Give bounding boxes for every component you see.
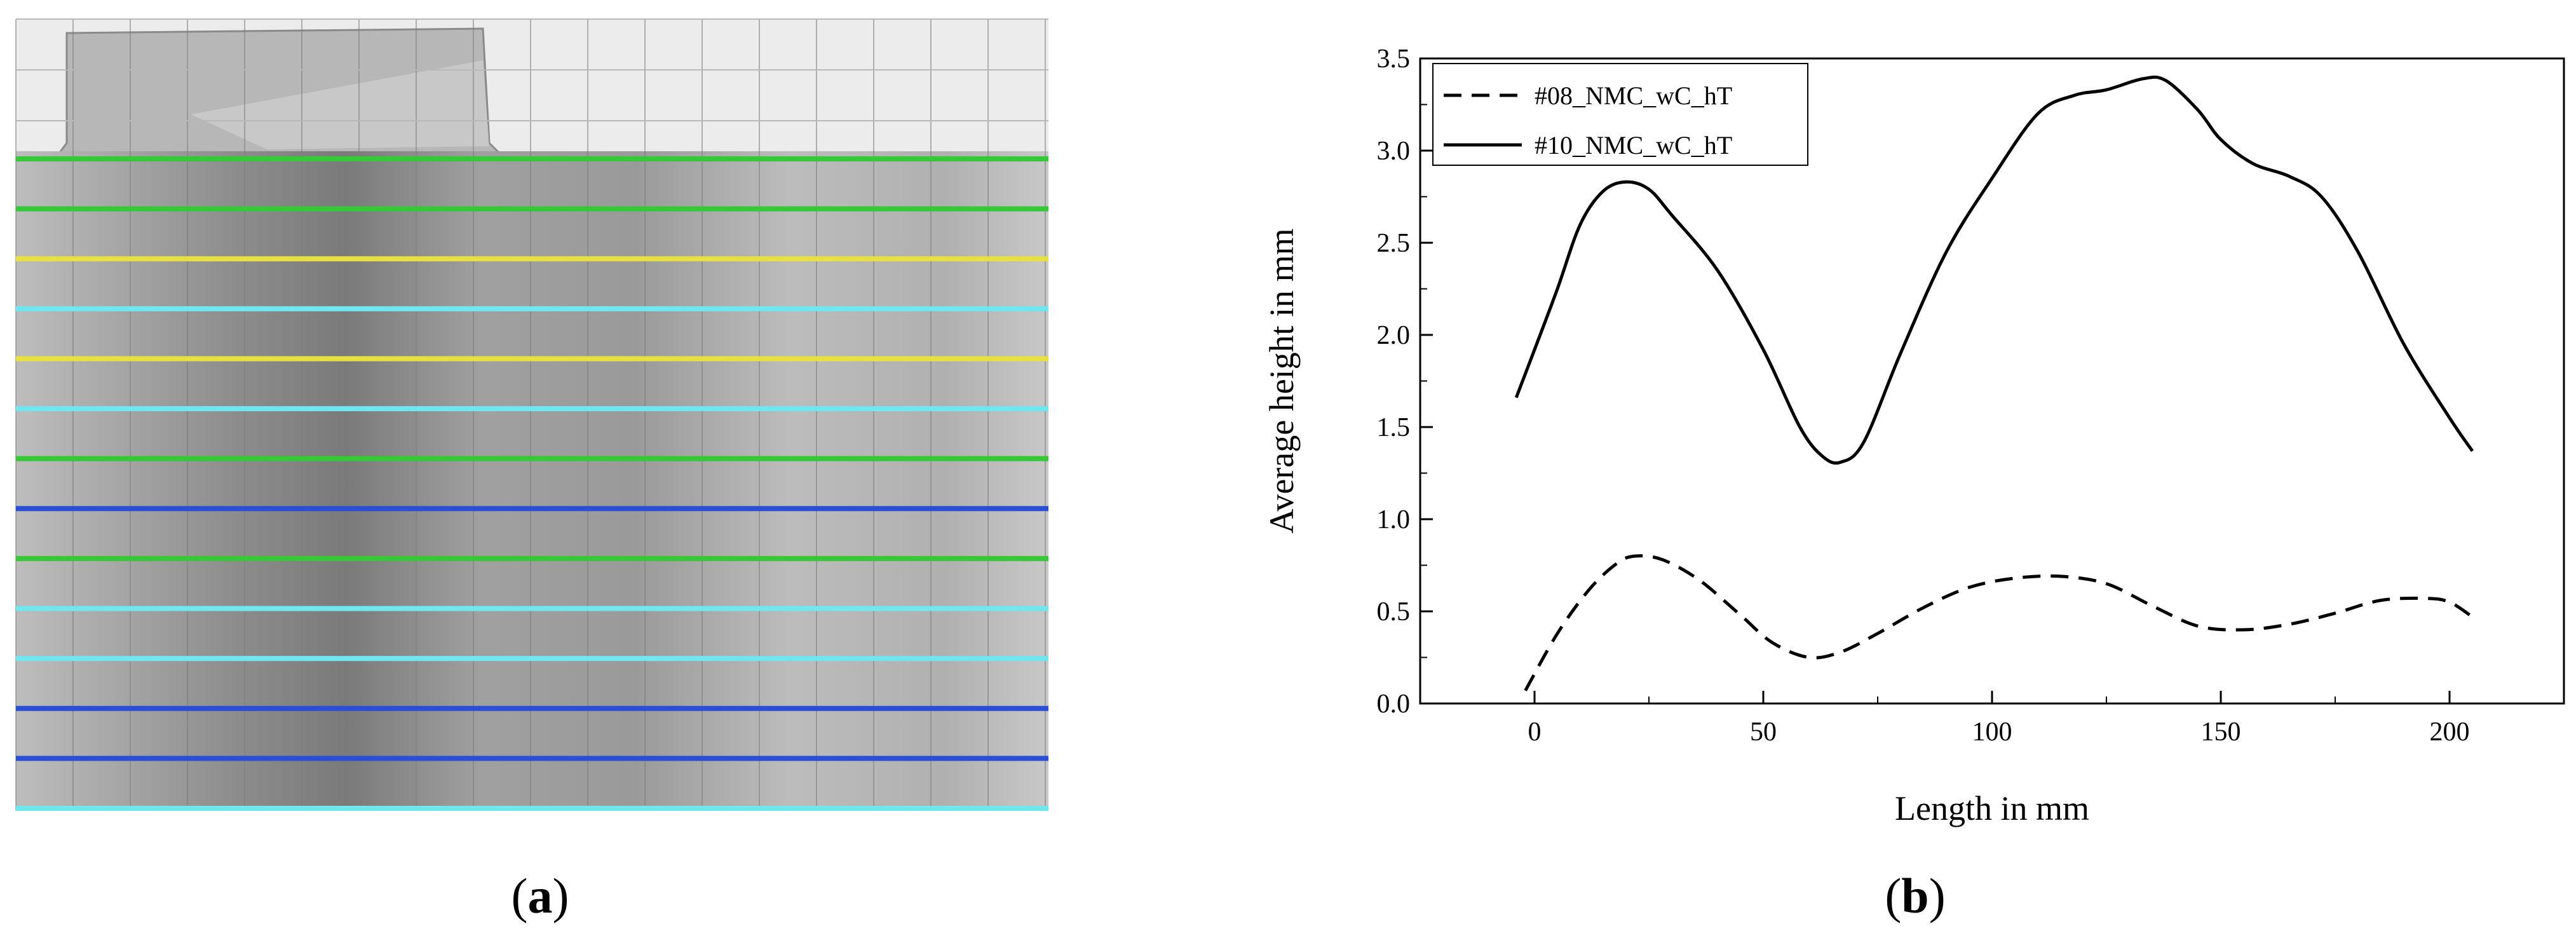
line-chart: 0.0 0.5 1.0 1.5 2.0 2.5 3.0 3.5 0 50 100 150 200 #08… bbox=[1263, 44, 2565, 827]
scan-line bbox=[16, 606, 1048, 611]
scan-line bbox=[16, 156, 1048, 161]
cell-body bbox=[16, 151, 1048, 811]
scan-line bbox=[16, 555, 1048, 561]
scan-image bbox=[15, 18, 1048, 811]
legend-label: #08_NMC_wC_hT bbox=[1535, 81, 1732, 110]
series-line-#08_NMC_wC_hT bbox=[1524, 554, 2474, 691]
y-tick-label: 0.0 bbox=[1377, 690, 1411, 719]
legend-box bbox=[1432, 63, 1808, 166]
x-tick-label: 200 bbox=[2430, 717, 2470, 747]
scan-line bbox=[16, 806, 1048, 811]
scan-line bbox=[16, 306, 1048, 311]
y-tick-label: 1.0 bbox=[1377, 505, 1411, 534]
scan-line bbox=[16, 506, 1048, 512]
y-tick-label: 2.5 bbox=[1377, 229, 1411, 258]
y-tick-label: 1.5 bbox=[1377, 413, 1411, 442]
scan-line bbox=[16, 656, 1048, 662]
scan-line bbox=[16, 705, 1048, 711]
y-tick-label: 3.5 bbox=[1377, 44, 1411, 74]
tab-fold bbox=[191, 60, 489, 149]
legend-label: #10_NMC_wC_hT bbox=[1535, 131, 1732, 160]
x-axis-label: Length in mm bbox=[1895, 789, 2089, 827]
x-tick-label: 100 bbox=[1972, 717, 2012, 747]
panel-a: (a) bbox=[0, 0, 1080, 931]
panel-a-label: (a) bbox=[511, 868, 569, 923]
chart-series bbox=[1514, 75, 2474, 691]
scan-grid bbox=[15, 18, 1048, 810]
y-tick-label: 3.0 bbox=[1377, 137, 1411, 166]
series-line-#10_NMC_wC_hT bbox=[1514, 75, 2474, 465]
scan-line bbox=[16, 256, 1048, 262]
y-tick-label: 2.0 bbox=[1377, 321, 1411, 350]
x-tick-label: 50 bbox=[1750, 717, 1777, 747]
panel-b: 0.0 0.5 1.0 1.5 2.0 2.5 3.0 3.5 0 50 100 150 200 #08… bbox=[1207, 0, 2576, 931]
scan-line bbox=[16, 206, 1048, 212]
panel-b-label: (b) bbox=[1885, 868, 1946, 923]
scan-lines bbox=[16, 156, 1048, 811]
scan-line bbox=[16, 356, 1048, 362]
x-tick-label: 0 bbox=[1528, 717, 1542, 747]
chart-axes: 0.0 0.5 1.0 1.5 2.0 2.5 3.0 3.5 0 50 100 150 200 bbox=[1377, 44, 2565, 747]
scan-line bbox=[16, 756, 1048, 761]
x-tick-label: 150 bbox=[2201, 717, 2241, 747]
scan-line bbox=[16, 406, 1048, 412]
y-axis-label: Average height in mm bbox=[1263, 228, 1301, 533]
y-tick-label: 0.5 bbox=[1377, 597, 1411, 627]
chart-legend: #08_NMC_wC_hT #10_NMC_wC_hT bbox=[1432, 63, 1808, 166]
scan-line bbox=[16, 456, 1048, 461]
